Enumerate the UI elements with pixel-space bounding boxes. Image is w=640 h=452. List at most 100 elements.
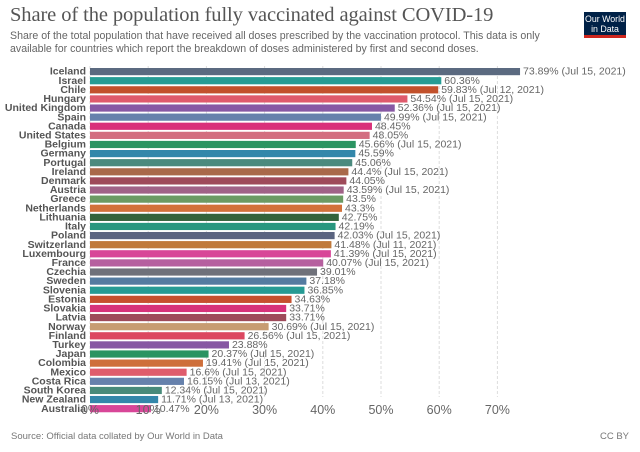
bar[interactable] [90,259,324,267]
logo-line-1: Our World [585,14,625,24]
x-tick-label: 0% [81,403,99,417]
value-label: 44.05% [349,175,385,187]
x-tick-label: 40% [310,403,335,417]
bar[interactable] [90,368,187,376]
value-label: 45.59% [358,148,394,160]
bar[interactable] [90,268,318,276]
value-label: 11.71% (Jul 13, 2021) [161,394,263,406]
bar[interactable] [90,241,332,249]
bar[interactable] [90,177,347,185]
owid-logo[interactable]: Our World in Data [584,12,626,38]
bar[interactable] [90,168,349,176]
bar[interactable] [90,159,353,167]
category-label: Slovenia [43,284,86,296]
category-label: Japan [56,348,86,360]
x-tick-label: 30% [252,403,277,417]
license-link[interactable]: CC BY [599,431,629,442]
category-label: Estonia [48,293,86,305]
bar[interactable] [90,250,331,258]
x-tick-label: 70% [485,403,510,417]
category-label: Australia [41,403,86,415]
value-label: 48.05% [373,129,409,141]
category-label: Netherlands [25,202,86,214]
category-label: South Korea [24,385,87,397]
category-label: Denmark [41,175,86,187]
bar[interactable] [90,277,307,285]
bar[interactable] [90,304,287,313]
value-label: 26.56% (Jul 15, 2021) [248,330,351,342]
category-label: Hungary [43,93,86,105]
category-label: New Zealand [22,394,86,406]
value-label: 43.59% (Jul 15, 2021) [347,184,450,196]
bar[interactable] [90,113,381,121]
category-label: Czechia [46,266,86,278]
category-label: Turkey [52,339,86,351]
bar[interactable] [90,350,209,358]
bar[interactable] [90,86,439,94]
bar[interactable] [90,231,335,240]
bar[interactable] [90,104,395,112]
bar[interactable] [90,359,203,367]
bar[interactable] [90,122,372,130]
bar[interactable] [90,149,356,158]
bar[interactable] [90,131,370,139]
category-label: Switzerland [28,239,86,251]
category-label: Germany [40,148,86,160]
bar[interactable] [90,204,343,212]
category-label: Belgium [45,139,86,151]
bar[interactable] [90,186,344,194]
value-label: 49.99% (Jul 15, 2021) [384,111,487,123]
category-label: France [52,257,87,269]
bar[interactable] [90,195,344,203]
value-label: 16.6% (Jul 15, 2021) [190,366,287,378]
value-label: 37.18% [309,275,345,287]
bar[interactable] [90,77,442,85]
category-label: Latvia [56,312,87,324]
bar[interactable] [90,395,159,404]
bar[interactable] [90,332,245,340]
category-label: Luxembourg [22,248,86,260]
bar[interactable] [90,95,408,103]
value-label: 36.85% [307,284,343,296]
value-label: 43.5% [346,193,376,205]
value-label: 19.41% (Jul 15, 2021) [206,357,309,369]
bar[interactable] [90,222,336,231]
bar[interactable] [90,377,184,385]
chart-title: Share of the population fully vaccinated… [10,4,494,26]
value-label: 59.83% (Jul 12, 2021) [441,84,544,96]
bar[interactable] [90,295,292,303]
bar[interactable] [90,213,339,221]
category-label: Sweden [46,275,86,287]
category-label: Italy [65,221,86,233]
category-label: Mexico [50,366,86,378]
bar[interactable] [90,68,521,76]
value-label: 40.07% (Jul 15, 2021) [326,257,429,269]
value-label: 20.37% (Jul 15, 2021) [212,348,315,360]
value-label: 42.03% (Jul 15, 2021) [338,230,441,242]
category-label: Chile [60,84,86,96]
category-label: Austria [50,184,86,196]
category-label: Slovakia [43,303,86,315]
value-label: 34.63% [295,293,331,305]
bar[interactable] [90,140,356,149]
bar[interactable] [90,386,162,395]
bar[interactable] [90,323,269,331]
category-label: Ireland [52,166,86,178]
bar[interactable] [90,313,287,322]
x-tick-label: 10% [136,403,161,417]
x-tick-label: 60% [427,403,452,417]
bar[interactable] [90,341,229,349]
value-label: 42.75% [342,211,378,223]
x-tick-label: 20% [194,403,219,417]
value-label: 52.36% (Jul 15, 2021) [398,102,501,114]
bar[interactable] [90,405,151,413]
bar[interactable] [90,286,305,294]
value-label: 60.36% [444,75,480,87]
category-label: Colombia [38,357,86,369]
value-label: 12.34% (Jul 15, 2021) [165,385,268,397]
x-tick-label: 50% [368,403,393,417]
logo-line-2: in Data [591,24,619,34]
value-labels: 73.89% (Jul 15, 2021) 60.36%59.83% (Jul 1… [154,66,626,415]
